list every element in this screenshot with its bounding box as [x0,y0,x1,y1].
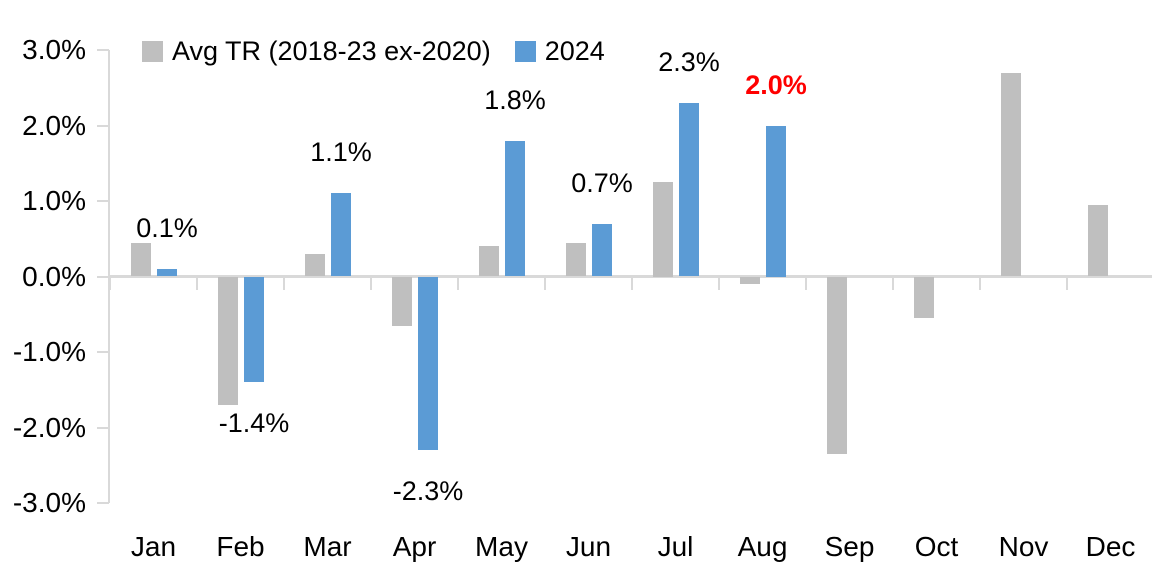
bar-avg-oct [914,276,934,319]
y-axis-tick-mark [97,351,109,353]
y-axis-tick-mark [97,200,109,202]
bar-2024-may [505,140,525,277]
bar-2024-apr [418,276,438,451]
data-label-aug: 2.0% [745,69,807,100]
bar-avg-jan [131,242,151,277]
legend-label-2024: 2024 [544,36,605,66]
bar-avg-feb [218,276,238,405]
y-axis-tick-label: 3.0% [22,34,86,65]
x-axis-category-label: Jul [657,531,694,562]
bar-2024-jul [679,102,699,277]
x-axis-category-label: Feb [216,531,265,562]
y-axis-tick-label: -3.0% [12,487,86,518]
legend-item-2024: 2024 [514,36,605,67]
x-axis-tick-mark [109,277,111,290]
bar-2024-jun [592,223,612,277]
data-label-jun: 0.7% [571,167,633,198]
x-axis-tick-mark [631,277,633,290]
y-axis-tick-label: 1.0% [22,185,86,216]
x-axis-category-label: Apr [392,531,437,562]
x-axis-tick-mark [718,277,720,290]
bar-avg-aug [740,276,760,285]
y-axis-tick-label: -1.0% [12,336,86,367]
x-axis-tick-mark [457,277,459,290]
y-axis-tick-mark [97,502,109,504]
x-axis-tick-mark [196,277,198,290]
x-axis-tick-mark [283,277,285,290]
x-axis-category-label: Dec [1085,531,1136,562]
bar-avg-sep [827,276,847,454]
x-axis-category-label: Mar [303,531,352,562]
x-axis-tick-mark [979,277,981,290]
legend-label-avg-tr: Avg TR (2018-23 ex-2020) [172,36,491,66]
bar-2024-jan [157,268,177,277]
y-axis-tick-mark [97,124,109,127]
legend-swatch-avg-tr-icon [142,41,163,62]
x-axis-tick-mark [370,277,372,290]
x-axis-category-label: Jun [565,531,612,562]
y-axis-tick-mark [97,426,109,429]
data-label-apr: -2.3% [392,476,464,507]
bar-avg-dec [1088,204,1108,277]
chart-legend: Avg TR (2018-23 ex-2020) 2024 [142,36,605,67]
data-label-may: 1.8% [484,84,546,115]
x-axis-category-label: Jan [130,531,177,562]
x-axis-zero-line [108,275,1152,278]
x-axis-tick-mark [805,277,807,290]
legend-item-avg-tr: Avg TR (2018-23 ex-2020) [142,36,491,67]
bar-avg-mar [305,253,325,277]
data-label-jul: 2.3% [658,46,720,77]
bar-2024-mar [331,193,351,277]
legend-swatch-2024-icon [514,41,536,62]
x-axis-tick-mark [1066,277,1068,290]
y-axis-tick-label: 0.0% [22,260,86,292]
y-axis-tick-label: 2.0% [22,109,86,141]
y-axis-tick-mark [97,49,109,51]
x-axis-tick-mark [544,277,546,290]
x-axis-category-label: Oct [914,531,959,562]
bar-avg-nov [1001,72,1021,277]
data-label-mar: 1.1% [310,137,372,168]
bar-avg-jun [566,242,586,277]
data-label-jan: 0.1% [136,212,198,243]
bar-avg-jul [653,182,673,277]
y-axis-tick-label: -2.0% [12,411,86,443]
x-axis-category-label: Sep [824,531,875,562]
x-axis-category-label: Aug [737,531,788,562]
y-axis-tick-mark [97,275,109,278]
x-axis-category-label: Nov [998,531,1049,562]
x-axis-category-label: May [475,531,528,562]
bar-avg-may [479,246,499,277]
data-label-feb: -1.4% [218,408,290,439]
bar-avg-apr [392,276,412,326]
bar-2024-feb [244,276,264,383]
bar-2024-aug [766,125,786,277]
x-axis-tick-mark [892,277,894,290]
